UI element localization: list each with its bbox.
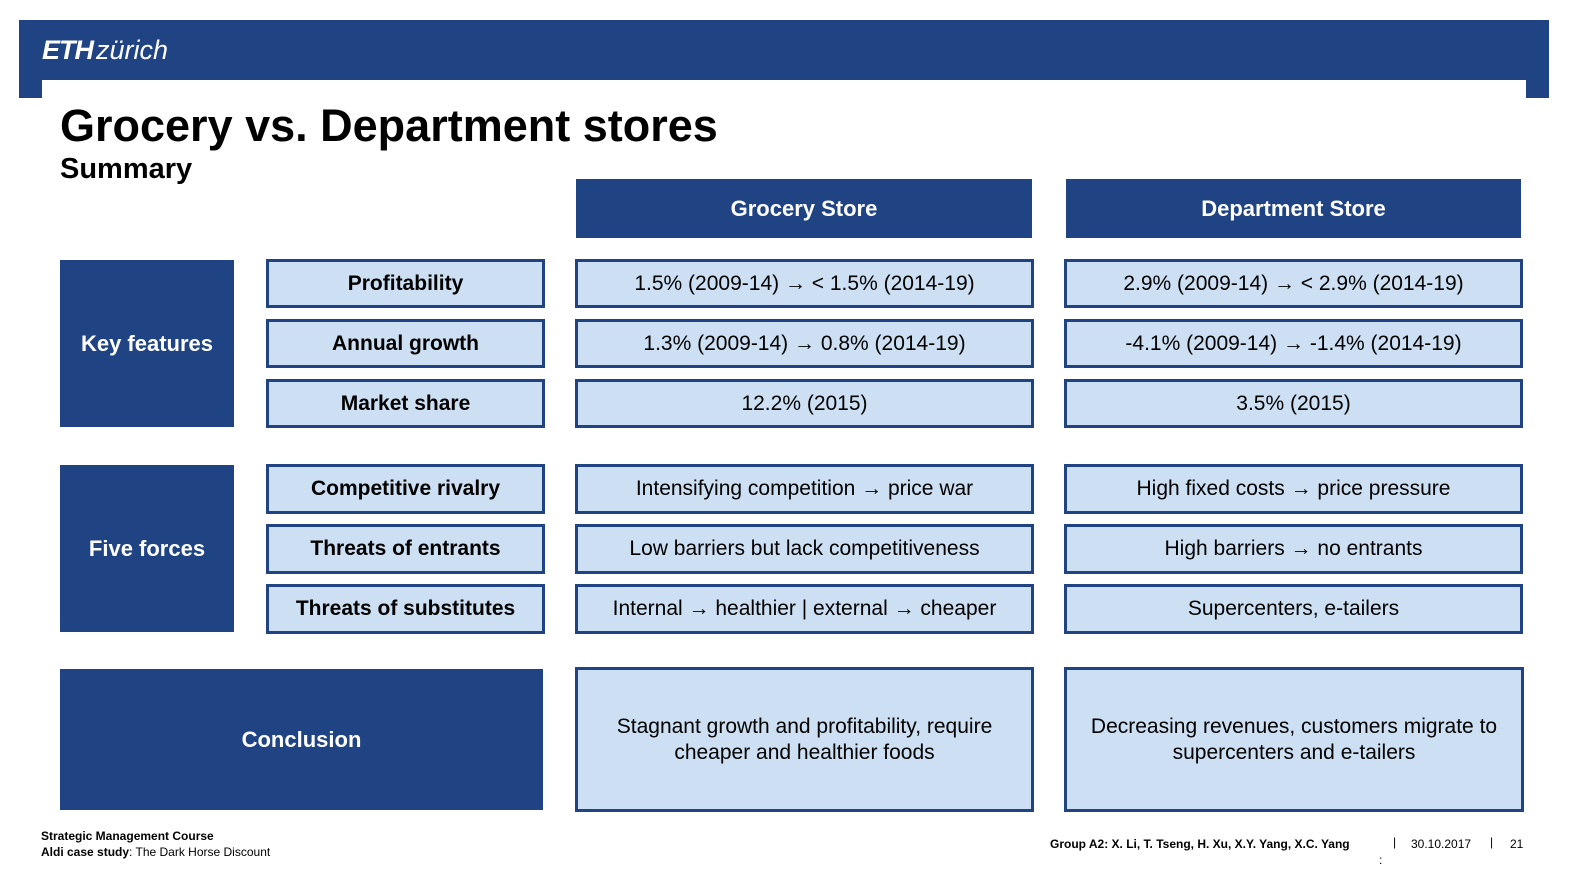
- cell-value: Decreasing revenues, customers migrate t…: [1090, 714, 1498, 764]
- slide-subtitle: Summary: [60, 153, 193, 185]
- feature-threats-of-substitutes: Threats of substitutes: [266, 584, 545, 634]
- feature-label: Competitive rivalry: [310, 477, 501, 500]
- conclusion-header: Conclusion: [60, 669, 543, 810]
- feature-competitive-rivalry: Competitive rivalry: [266, 464, 545, 514]
- grocery-profitability: 1.5% (2009-14) → < 1.5% (2014-19): [575, 259, 1034, 308]
- feature-label: Profitability: [347, 271, 464, 295]
- cell-value: -4.1% (2009-14) → -1.4% (2014-19): [1125, 331, 1462, 355]
- grocery-threats-of-substitutes: Internal → healthier | external → cheape…: [575, 584, 1034, 634]
- conclusion-label: Conclusion: [241, 726, 362, 752]
- footer-separator: |: [1393, 835, 1397, 849]
- feature-label: Market share: [340, 391, 471, 415]
- cell-value: 1.5% (2009-14) → < 1.5% (2014-19): [634, 271, 975, 295]
- feature-label: Threats of entrants: [310, 537, 501, 560]
- logo-eth: ETH: [42, 35, 94, 65]
- group-label: Five forces: [88, 535, 206, 561]
- grocery-market-share: 12.2% (2015): [575, 379, 1034, 428]
- logo-zurich: zürich: [96, 35, 169, 65]
- column-header-grocery-label: Grocery Store: [730, 195, 878, 221]
- slide-title: Grocery vs. Department stores: [60, 100, 718, 151]
- department-threats-of-entrants: High barriers → no entrants: [1064, 524, 1523, 574]
- cell-value: 1.3% (2009-14) → 0.8% (2014-19): [643, 331, 966, 355]
- department-profitability: 2.9% (2009-14) → < 2.9% (2014-19): [1064, 259, 1523, 308]
- feature-annual-growth: Annual growth: [266, 319, 545, 368]
- feature-market-share: Market share: [266, 379, 545, 428]
- eth-zurich-logo: ETH zürich: [42, 34, 168, 66]
- cell-value: Stagnant growth and profitability, requi…: [616, 714, 993, 764]
- column-header-grocery: Grocery Store: [576, 179, 1032, 238]
- footer-separator: |: [1490, 835, 1494, 849]
- footer-case-title: : The Dark Horse Discount: [129, 845, 271, 859]
- footer-course: Strategic Management Course: [41, 829, 214, 843]
- cell-value: High barriers → no entrants: [1164, 537, 1423, 560]
- feature-label: Annual growth: [332, 331, 479, 355]
- department-competitive-rivalry: High fixed costs → price pressure: [1064, 464, 1523, 514]
- department-conclusion: Decreasing revenues, customers migrate t…: [1064, 667, 1524, 812]
- cell-value: 3.5% (2015): [1236, 391, 1351, 415]
- footer-page-number: 21: [1510, 837, 1524, 851]
- grocery-annual-growth: 1.3% (2009-14) → 0.8% (2014-19): [575, 319, 1034, 368]
- header-banner-cutout: [42, 80, 1526, 98]
- group-key-features: Key features: [60, 260, 234, 427]
- cell-value: High fixed costs → price pressure: [1136, 477, 1451, 500]
- grocery-conclusion: Stagnant growth and profitability, requi…: [575, 667, 1034, 812]
- cell-value: 12.2% (2015): [741, 391, 868, 415]
- department-annual-growth: -4.1% (2009-14) → -1.4% (2014-19): [1064, 319, 1523, 368]
- feature-threats-of-entrants: Threats of entrants: [266, 524, 545, 574]
- feature-label: Threats of substitutes: [295, 597, 516, 620]
- footer-case-line: Aldi case study: The Dark Horse Discount: [41, 844, 270, 860]
- department-market-share: 3.5% (2015): [1064, 379, 1523, 428]
- cell-value: 2.9% (2009-14) → < 2.9% (2014-19): [1123, 271, 1464, 295]
- department-threats-of-substitutes: Supercenters, e-tailers: [1064, 584, 1523, 634]
- cell-value: Intensifying competition → price war: [635, 477, 974, 500]
- column-header-department-label: Department Store: [1201, 195, 1386, 221]
- column-header-department: Department Store: [1066, 179, 1521, 238]
- grocery-competitive-rivalry: Intensifying competition → price war: [575, 464, 1034, 514]
- cell-value: Internal → healthier | external → cheape…: [612, 597, 997, 620]
- cell-value: Low barriers but lack competitiveness: [629, 537, 980, 560]
- footer-date: 30.10.2017: [1411, 837, 1472, 851]
- footer-case-label: Aldi case study: [41, 845, 130, 859]
- group-label: Key features: [80, 330, 214, 356]
- footer-course-info: Strategic Management Course Aldi case st…: [41, 828, 270, 860]
- footer-group: Group A2: X. Li, T. Tseng, H. Xu, X.Y. Y…: [1050, 837, 1350, 851]
- group-five-forces: Five forces: [60, 465, 234, 632]
- footer-colon: :: [1379, 853, 1383, 867]
- grocery-threats-of-entrants: Low barriers but lack competitiveness: [575, 524, 1034, 574]
- cell-value: Supercenters, e-tailers: [1187, 597, 1400, 620]
- feature-profitability: Profitability: [266, 259, 545, 308]
